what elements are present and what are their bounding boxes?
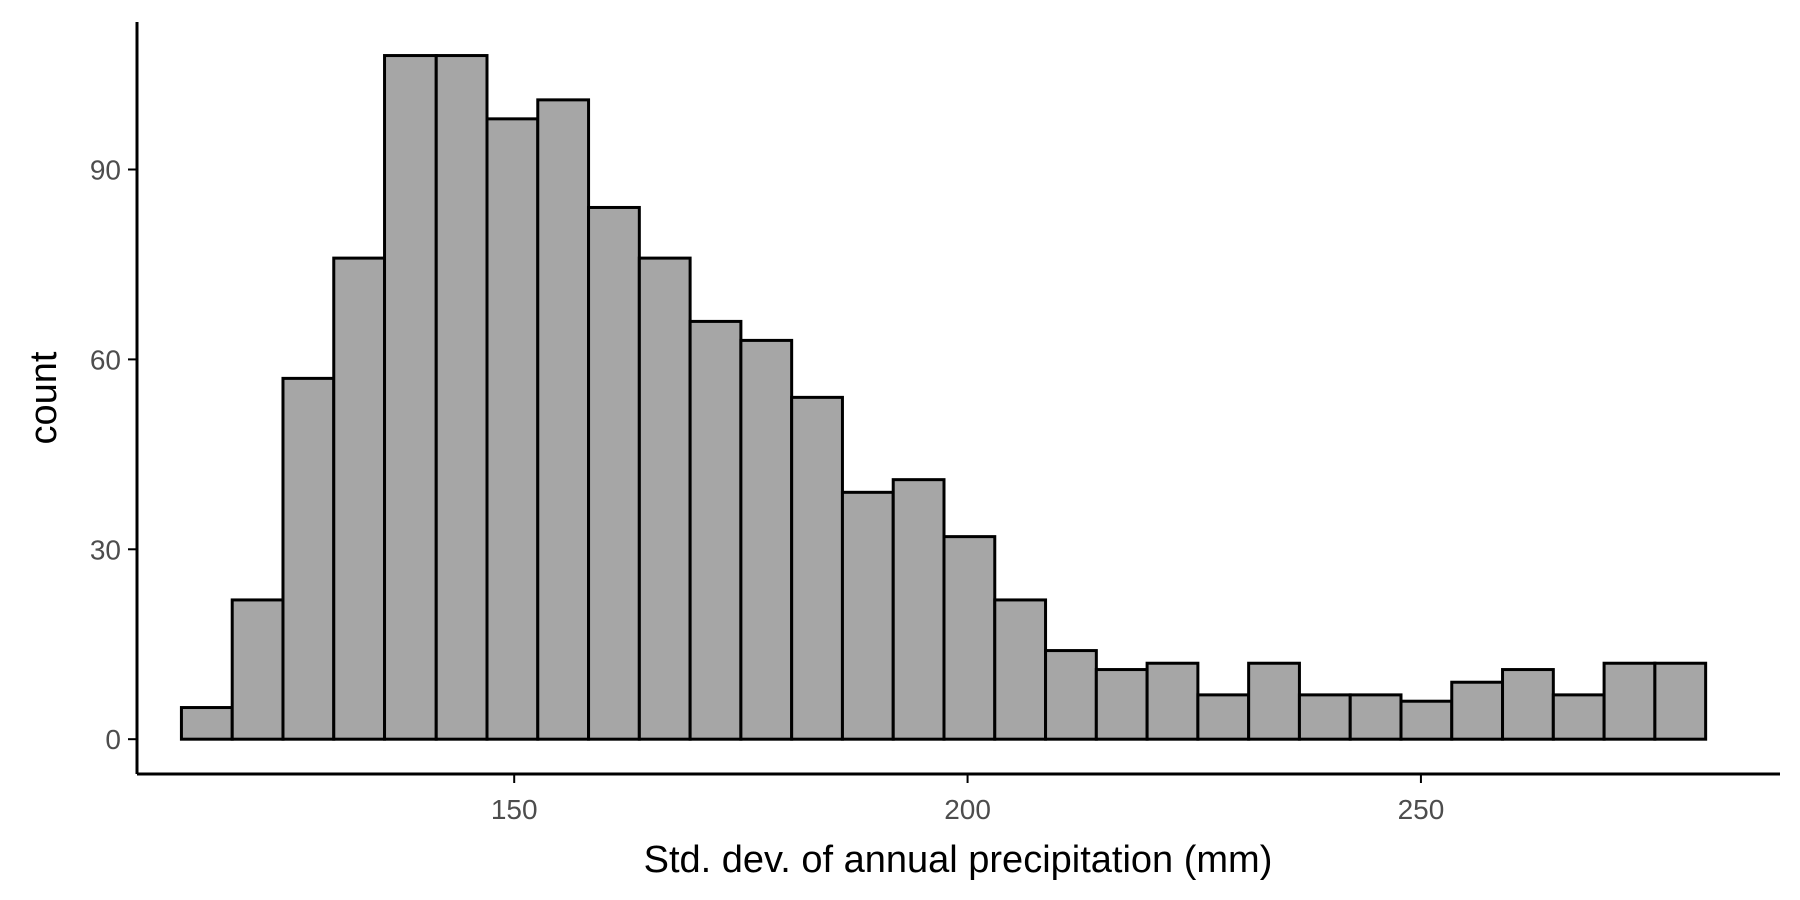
histogram-bar-8	[536, 98, 591, 741]
bars-group	[179, 54, 1708, 741]
histogram-bar-12	[739, 338, 794, 741]
x-tick-label-250: 250	[1398, 794, 1445, 825]
histogram-bar-10	[637, 256, 692, 741]
histogram-bar-29	[1602, 661, 1657, 741]
histogram-bar-25	[1399, 699, 1454, 741]
histogram-bar-19	[1094, 668, 1149, 741]
histogram-bar-30	[1653, 661, 1708, 741]
histogram-bar-26	[1450, 680, 1505, 741]
histogram-bar-3	[281, 376, 336, 741]
y-axis-title: count	[23, 351, 65, 444]
x-tick-label-200: 200	[944, 794, 991, 825]
histogram-bar-23	[1297, 693, 1352, 741]
histogram-bar-5	[383, 54, 438, 741]
histogram-bar-27	[1501, 668, 1555, 741]
histogram-bar-24	[1348, 693, 1403, 741]
y-tick-label-60: 60	[90, 344, 121, 375]
x-axis-ticks: 150 200 250	[491, 774, 1444, 825]
histogram-bar-21	[1196, 693, 1251, 741]
histogram-bar-20	[1145, 661, 1200, 741]
histogram-bar-13	[790, 395, 844, 741]
y-axis-ticks: 0 30 60 90	[90, 154, 137, 755]
histogram-bar-14	[840, 490, 895, 741]
histogram-bar-9	[587, 205, 641, 741]
y-tick-label-0: 0	[105, 724, 121, 755]
y-tick-label-30: 30	[90, 534, 121, 565]
histogram-bar-15	[891, 478, 946, 741]
histogram-bar-11	[688, 319, 743, 741]
x-tick-label-150: 150	[491, 794, 538, 825]
histogram-bar-16	[942, 535, 997, 741]
histogram-bar-2	[230, 598, 285, 741]
y-tick-label-90: 90	[90, 154, 121, 185]
histogram-bar-6	[434, 54, 489, 741]
x-axis-title: Std. dev. of annual precipitation (mm)	[644, 839, 1273, 881]
histogram-bar-1	[179, 706, 234, 741]
histogram-bar-22	[1247, 661, 1301, 741]
histogram-bar-7	[485, 117, 540, 741]
histogram-bar-28	[1551, 693, 1606, 741]
histogram-bar-18	[1044, 649, 1098, 741]
histogram-bar-17	[993, 598, 1048, 741]
histogram-bar-4	[332, 256, 387, 741]
